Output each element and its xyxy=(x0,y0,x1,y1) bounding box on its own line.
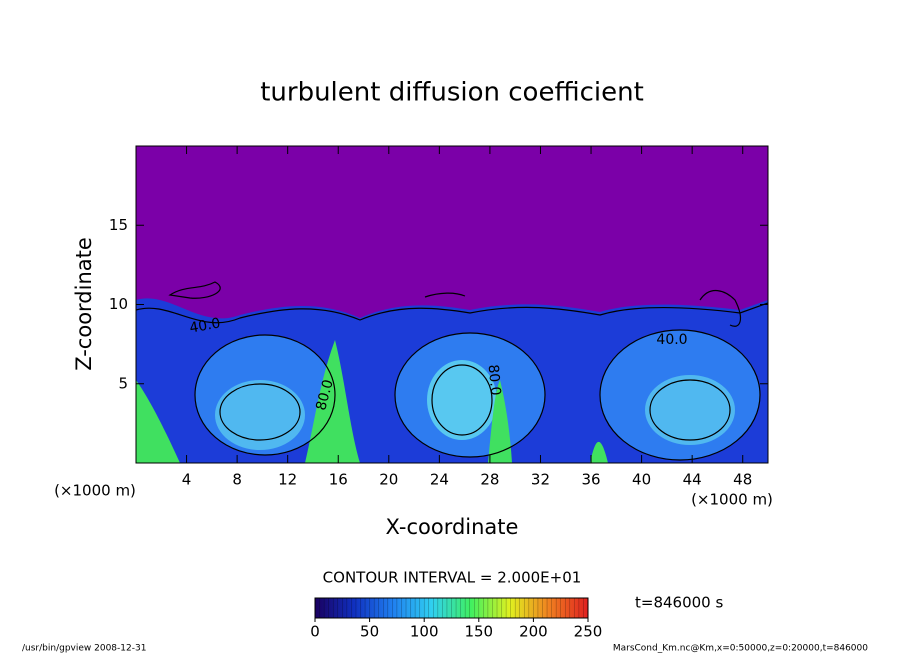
x-tick-label: 48 xyxy=(733,471,752,489)
contour-label: 80.0 xyxy=(485,364,504,396)
x-tick-label: 12 xyxy=(278,471,297,489)
x-tick-label: 4 xyxy=(182,471,192,489)
contour-label: 80.0 xyxy=(313,378,337,412)
contour-label: 40.0 xyxy=(188,315,221,336)
x-tick-label: 24 xyxy=(430,471,449,489)
x-tick-label: 44 xyxy=(683,471,702,489)
colorbar-tick-label: 250 xyxy=(574,623,603,641)
x-tick-label: 32 xyxy=(531,471,550,489)
x-unit: (×1000 m) xyxy=(54,482,136,500)
y-axis-label: Z-coordinate xyxy=(72,237,96,371)
x-axis-label: X-coordinate xyxy=(386,515,519,539)
x-tick-label: 28 xyxy=(480,471,499,489)
colorbar-tick-label: 150 xyxy=(464,623,493,641)
time-label: t=846000 s xyxy=(635,594,723,612)
y-tick-label: 15 xyxy=(109,216,128,234)
y-tick-label: 5 xyxy=(118,374,128,392)
x-tick-label: 8 xyxy=(232,471,242,489)
colorbar-tick-label: 0 xyxy=(310,623,320,641)
y-tick-label: 10 xyxy=(109,295,128,313)
x-tick-label: 36 xyxy=(581,471,600,489)
footer-right: MarsCond_Km.nc@Km,x=0:50000,z=0:20000,t=… xyxy=(613,644,868,654)
colorbar-tick-label: 100 xyxy=(410,623,439,641)
footer-left: /usr/bin/gpview 2008-12-31 xyxy=(22,644,146,654)
x-tick-label: 16 xyxy=(329,471,348,489)
chart-title: turbulent diffusion coefficient xyxy=(260,78,644,108)
colorbar-tick-label: 50 xyxy=(360,623,379,641)
field xyxy=(136,146,768,463)
x-unit: (×1000 m) xyxy=(691,491,773,509)
x-tick-label: 20 xyxy=(379,471,398,489)
contour-interval: CONTOUR INTERVAL = 2.000E+01 xyxy=(323,569,582,587)
x-tick-label: 40 xyxy=(632,471,651,489)
contour-label: 40.0 xyxy=(656,332,687,348)
colorbar-tick-label: 200 xyxy=(519,623,548,641)
